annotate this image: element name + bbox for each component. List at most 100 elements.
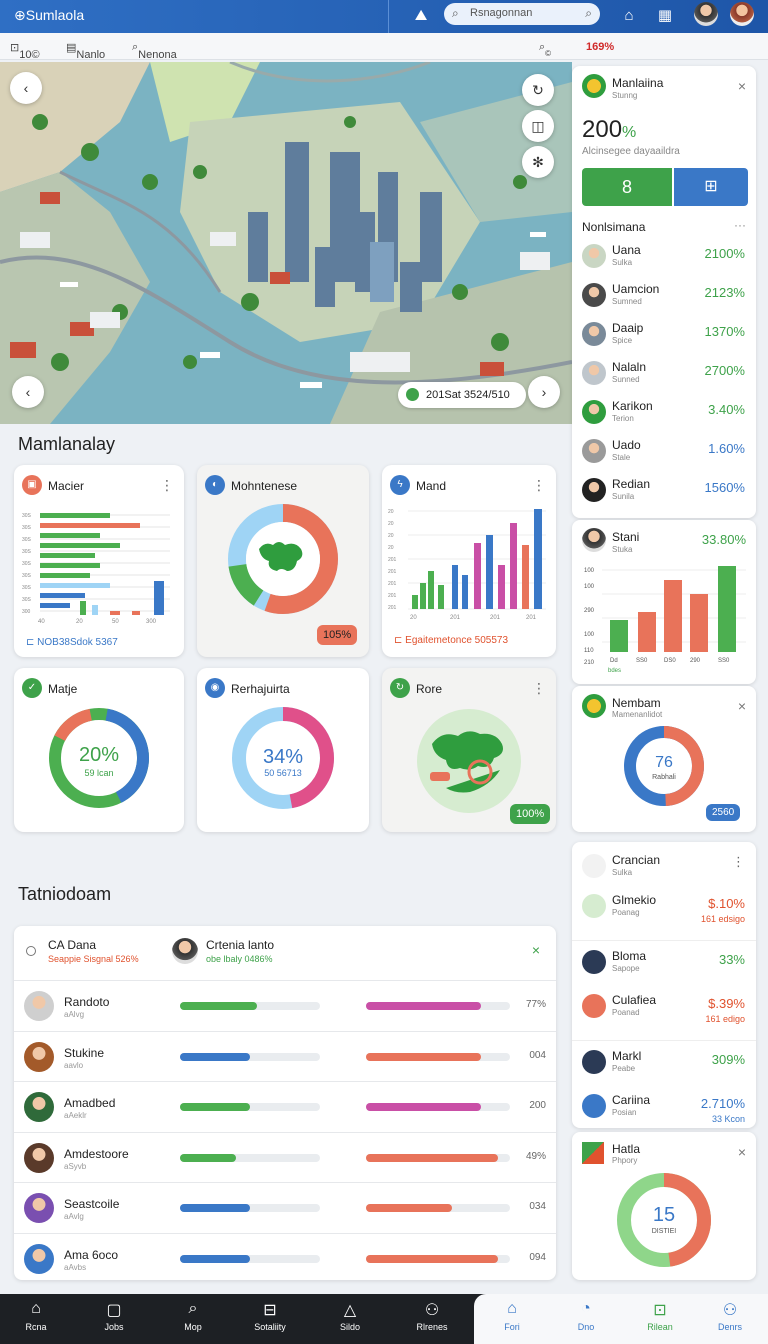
item-sub: Sunila (612, 492, 635, 501)
globe-illustration (417, 709, 521, 813)
nav-item[interactable]: ⊟ Sotaliity (240, 1300, 300, 1332)
table-row[interactable]: Randoto aAlvg 77% (14, 980, 556, 1030)
group-list: Crancian Sulka ⋮ Glmekio Poanag $.10% 161 edsi… (572, 850, 756, 1124)
city-map[interactable]: ‹ ↻ ◫ ✻ ‹ › 201Sat 3524/510 (0, 62, 572, 424)
search-submit-icon[interactable]: ⌕ (585, 6, 592, 20)
list-item[interactable]: Uamcion Sumned 2123% (572, 279, 755, 317)
progress-fill-a (180, 1254, 250, 1263)
svg-text:Dd: Dd (610, 658, 618, 664)
table-row[interactable]: Seastcoile aAvlg 034 (14, 1182, 556, 1232)
svg-text:30S: 30S (22, 525, 32, 531)
nav-item[interactable]: ▢ Jobs (84, 1300, 144, 1332)
subbar-item-search[interactable]: ⌕ Nenona Cada (132, 41, 177, 73)
map-settings-button[interactable]: ✻ (522, 146, 554, 178)
nav-item[interactable]: ⚇ Denrs (700, 1300, 760, 1332)
progress-bar-b (366, 1052, 510, 1061)
map-back-button[interactable]: ‹ (10, 72, 42, 104)
list-item[interactable]: Daaip Spice 1370% (572, 318, 755, 356)
list-item[interactable]: Uado Stale 1.60% (572, 435, 755, 473)
avatar (582, 478, 606, 502)
map-next-button[interactable]: › (528, 376, 560, 408)
map-refresh-button[interactable]: ↻ (522, 74, 554, 106)
avatar (582, 994, 606, 1018)
primary-action-button[interactable]: 8 (582, 168, 672, 206)
progress-fill-a (180, 1153, 236, 1162)
svg-text:100: 100 (584, 568, 595, 574)
panel-sub: Stunng (612, 91, 638, 100)
user-avatar[interactable] (694, 2, 718, 26)
nav-item[interactable]: ⊡ Rilean (630, 1300, 690, 1332)
donut-sub: DISTIEI (651, 1228, 677, 1235)
list-item[interactable]: Uana Sulka 2100% (572, 240, 755, 278)
nav-item[interactable]: ⌂ Rcna (6, 1300, 66, 1332)
list-item[interactable]: Karikon Terion 3.40% (572, 396, 755, 434)
right-panel-nembam: Nembam Mamenanlidot × 76 Rabhali 2560 (572, 686, 756, 832)
item-sub: Sapope (612, 964, 640, 973)
table-row[interactable]: Ama 6oco aAvbs 094 (14, 1232, 556, 1283)
nav-item[interactable]: ◔ Dno (556, 1300, 616, 1332)
list-item[interactable]: Markl Peabe 309% (572, 1046, 755, 1090)
subbar-item-count[interactable]: ⊡ 10© (10, 42, 40, 61)
home-icon[interactable]: ⌂ (624, 7, 634, 24)
list-item[interactable]: Cariina Posian 2.710% 33 Kcon (572, 1090, 755, 1134)
more-icon[interactable]: ··· (734, 218, 746, 232)
item-value: 3.40% (708, 402, 745, 417)
search-input[interactable]: ⌕ Rsnagonnan ⌕ (444, 3, 600, 25)
news-icon[interactable]: ▦ (657, 7, 673, 24)
nav-label: Mop (184, 1322, 202, 1332)
list-item[interactable]: Crancian Sulka ⋮ (572, 850, 755, 894)
more-icon[interactable]: ⋮ (732, 854, 745, 869)
map-chip-label: 201Sat 3524/510 (426, 389, 510, 401)
nav-label: Jobs (104, 1322, 124, 1332)
svg-text:201: 201 (526, 615, 537, 621)
list-item[interactable]: Redian Sunila 1560% (572, 474, 755, 512)
nav-item[interactable]: ⚇ Rlrenes (402, 1300, 462, 1332)
card-rerhajuirta[interactable]: ◉ Rerhajuirta 34% 50 56713 (197, 668, 369, 832)
secondary-action-button[interactable]: ⊞ (674, 168, 748, 206)
panel-value: 33.80% (701, 532, 746, 547)
list-item[interactable]: Nalaln Sunned 2700% (572, 357, 755, 395)
table-row[interactable]: Amadbed aAeklr 200 (14, 1081, 556, 1131)
secondary-avatar[interactable] (730, 2, 754, 26)
card-rore[interactable]: ↻ Rore ⋮ 100% (382, 668, 556, 832)
app-brand[interactable]: ⊕Sumlaola (14, 7, 85, 23)
more-icon[interactable]: ⋮ (532, 477, 546, 493)
card-mohntenese[interactable]: ◐ Mohntenese 105% (197, 465, 369, 657)
row-name: Amdestoore (64, 1146, 129, 1161)
item-name: Glmekio (612, 893, 657, 907)
card-badge: 100% (510, 804, 551, 824)
card-matje[interactable]: ✓ Matje 20% 59 lcan (14, 668, 184, 832)
list-item[interactable]: Culafiea Poanad $.39% 161 edigo (572, 990, 756, 1041)
list-item[interactable]: Bloma Sapope 33% (572, 946, 755, 990)
nav-item[interactable]: ⌂ Fori (482, 1300, 542, 1332)
subbar-item-nanlo[interactable]: ▤ Nanlo (66, 42, 106, 61)
horizontal-bar-chart: 30S 30S 30S 30S 30S 30S 30S 30S 300 40 20 50 300 (22, 513, 170, 625)
map-location-chip[interactable]: 201Sat 3524/510 (398, 382, 526, 408)
landscape-icon[interactable]: ⛰ (414, 7, 428, 24)
clock-icon: ◔ (581, 1300, 591, 1317)
nav-item[interactable]: △ Sildo (320, 1300, 380, 1332)
people-icon: ⚇ (424, 1302, 440, 1319)
map-layers-button[interactable]: ◫ (522, 110, 554, 142)
select-radio[interactable] (26, 946, 36, 956)
more-icon[interactable]: ⋮ (160, 477, 174, 493)
close-icon[interactable]: × (737, 1144, 746, 1160)
close-icon[interactable]: × (531, 942, 540, 958)
table-row[interactable]: Amdestoore aSyvb 49% (14, 1131, 556, 1182)
card-macier[interactable]: ▣ Macier ⋮ 30S 30S 30S 30S 30S 30S 30S 30S 300 4… (14, 465, 184, 657)
panel-name: Hatla (612, 1142, 641, 1156)
close-icon[interactable]: × (737, 78, 746, 94)
table-row[interactable]: Stukine aavlo 004 (14, 1030, 556, 1081)
card-mand[interactable]: ϟ Mand ⋮ 20 20 20 20 201 201 201 201 201 20 201 20… (382, 465, 556, 657)
nav-item[interactable]: ⌕ Mop (163, 1300, 223, 1332)
progress-fill-b (366, 1254, 499, 1263)
close-icon[interactable]: × (737, 698, 746, 714)
subbar-item-zoom[interactable]: ⌕ © (539, 41, 552, 58)
item-value: 2.710% (700, 1096, 745, 1111)
brand-label: Sumlaola (25, 7, 85, 23)
list-item[interactable]: Glmekio Poanag $.10% 161 edsigo (572, 890, 756, 941)
progress-fill-a (180, 1204, 250, 1212)
map-prev-button[interactable]: ‹ (12, 376, 44, 408)
progress-fill-a (180, 1103, 250, 1111)
more-icon[interactable]: ⋮ (532, 680, 546, 696)
